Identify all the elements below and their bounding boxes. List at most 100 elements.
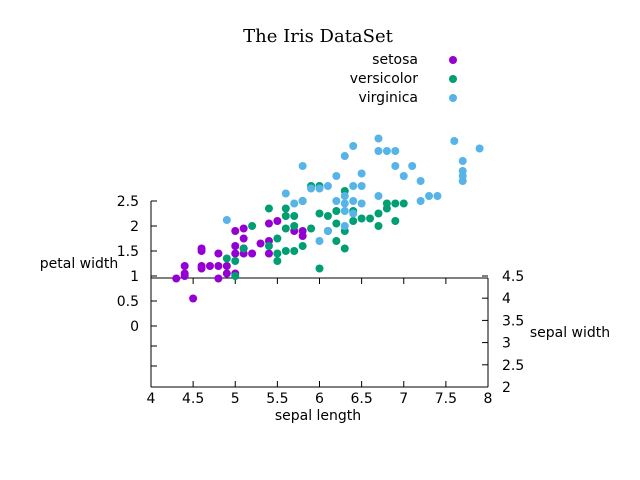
data-point-virginica — [340, 199, 349, 208]
data-point-versicolor — [239, 244, 248, 253]
right-y-tick-label: 3.5 — [502, 313, 524, 329]
data-point-virginica — [340, 192, 349, 200]
x-tick-label: 5 — [231, 391, 240, 407]
data-point-virginica — [349, 142, 358, 150]
data-point-virginica — [315, 184, 324, 193]
data-point-setosa — [205, 262, 214, 270]
right-y-tick-label: 4.5 — [502, 269, 524, 285]
data-point-setosa — [264, 219, 273, 228]
data-point-virginica — [222, 216, 231, 224]
x-axis-label: sepal length — [275, 408, 361, 424]
x-tick-label: 4.5 — [182, 391, 204, 407]
data-point-virginica — [349, 209, 358, 218]
data-point-setosa — [214, 262, 223, 270]
data-point-setosa — [189, 294, 198, 303]
data-point-setosa — [264, 249, 273, 258]
data-point-virginica — [332, 172, 341, 180]
data-point-versicolor — [290, 212, 299, 220]
data-point-virginica — [458, 167, 467, 175]
data-point-setosa — [197, 262, 206, 270]
data-point-virginica — [323, 227, 332, 235]
data-point-versicolor — [391, 217, 400, 225]
data-point-virginica — [281, 189, 290, 198]
data-point-versicolor — [374, 222, 383, 230]
left-y-tick-label: 2 — [130, 219, 139, 235]
data-point-versicolor — [222, 254, 231, 263]
data-point-setosa — [231, 249, 240, 258]
x-tick-label: 8 — [484, 391, 493, 407]
x-tick-label: 5.5 — [266, 391, 288, 407]
data-point-virginica — [475, 144, 484, 153]
right-y-tick-label: 2.5 — [502, 358, 524, 374]
data-point-versicolor — [332, 219, 341, 228]
data-point-virginica — [416, 197, 425, 205]
data-point-virginica — [357, 169, 366, 178]
tick-layer: 4 4.5 5 5.5 6 6.5 7 7.5 8 0 0.5 1 1.5 2 2.5 2 2.5 3 3.5 4 4.… — [117, 194, 525, 407]
data-point-setosa — [180, 269, 189, 278]
data-point-virginica — [416, 177, 425, 185]
data-point-virginica — [374, 147, 383, 155]
data-point-versicolor — [315, 209, 324, 218]
data-point-setosa — [298, 227, 307, 235]
data-point-versicolor — [290, 247, 299, 255]
data-point-versicolor — [281, 224, 290, 233]
data-point-versicolor — [281, 204, 290, 213]
data-point-versicolor — [332, 207, 341, 215]
data-point-virginica — [307, 184, 316, 193]
data-point-setosa — [180, 262, 189, 270]
data-point-virginica — [349, 182, 358, 190]
data-point-versicolor — [248, 222, 257, 230]
data-point-versicolor — [332, 237, 341, 245]
data-point-virginica — [425, 192, 434, 200]
data-point-virginica — [323, 182, 332, 190]
x-tick-label: 4 — [147, 391, 156, 407]
data-point-versicolor — [399, 199, 408, 208]
data-point-setosa — [273, 217, 282, 225]
data-point-versicolor — [382, 199, 391, 208]
data-point-virginica — [382, 147, 391, 155]
left-y-tick-label: 1.5 — [117, 244, 139, 260]
data-point-virginica — [458, 177, 467, 185]
left-y-tick-label: 2.5 — [117, 194, 139, 210]
legend-marker-virginica — [449, 94, 457, 102]
chart-title: The Iris DataSet — [243, 26, 394, 47]
data-point-virginica — [391, 162, 400, 170]
left-y-axis-label: petal width — [40, 256, 119, 272]
data-point-virginica — [340, 152, 349, 160]
axes — [150, 201, 489, 388]
data-points — [172, 134, 484, 303]
x-tick-label: 7 — [399, 391, 408, 407]
data-point-virginica — [332, 197, 341, 205]
data-point-versicolor — [281, 212, 290, 220]
legend-label-virginica: virginica — [359, 90, 419, 106]
data-point-virginica — [433, 192, 442, 200]
right-y-tick-label: 2 — [502, 380, 511, 396]
data-point-versicolor — [273, 234, 282, 243]
data-point-setosa — [172, 274, 181, 283]
x-tick-label: 6 — [315, 391, 324, 407]
data-point-setosa — [239, 224, 248, 233]
data-point-versicolor — [391, 199, 400, 208]
data-point-versicolor — [264, 242, 273, 250]
data-point-virginica — [357, 199, 366, 208]
x-tick-label: 7.5 — [435, 391, 457, 407]
data-point-virginica — [391, 147, 400, 155]
data-point-virginica — [458, 157, 467, 165]
data-point-versicolor — [231, 257, 240, 265]
data-point-virginica — [399, 172, 408, 180]
data-point-versicolor — [340, 244, 349, 253]
data-point-setosa — [222, 269, 231, 278]
left-y-tick-label: 1 — [130, 269, 139, 285]
data-point-virginica — [340, 207, 349, 215]
legend-label-setosa: setosa — [372, 52, 418, 68]
data-point-versicolor — [298, 242, 307, 250]
data-point-virginica — [315, 237, 324, 245]
data-point-versicolor — [281, 247, 290, 255]
data-point-setosa — [222, 262, 231, 270]
data-point-versicolor — [323, 212, 332, 220]
right-y-axis-label: sepal width — [530, 325, 610, 341]
legend: setosa versicolor virginica — [350, 52, 457, 106]
data-point-versicolor — [290, 222, 299, 230]
data-point-versicolor — [273, 249, 282, 258]
